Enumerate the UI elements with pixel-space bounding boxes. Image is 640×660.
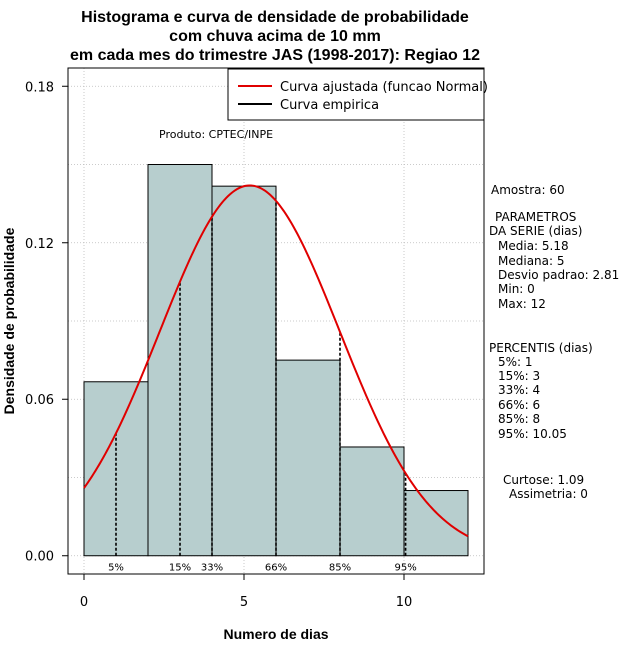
stat-p85: 85%: 8 xyxy=(498,412,540,426)
stat-p5: 5%: 1 xyxy=(498,355,533,369)
stat-percentis-title: PERCENTIS (dias) xyxy=(489,341,593,355)
y-tick-label-1: 0.06 xyxy=(25,393,54,408)
stat-p33: 33%: 4 xyxy=(498,383,540,397)
percentile-label-1: 15% xyxy=(169,563,191,574)
percentile-label-3: 66% xyxy=(265,563,287,574)
chart-title-line-1: Histograma e curva de densidade de proba… xyxy=(81,9,469,26)
axes: 0 5 10 0.00 0.06 0.12 0.18 xyxy=(25,80,412,610)
percentile-label-5: 95% xyxy=(394,563,416,574)
percentile-lines: 5% 15% 33% 66% 85% 95% xyxy=(108,200,417,574)
histogram-bar-4 xyxy=(339,446,405,557)
stat-curtose: Curtose: 1.09 xyxy=(503,473,584,487)
stat-desvio: Desvio padrao: 2.81 xyxy=(498,268,619,282)
stat-amostra: Amostra: 60 xyxy=(491,183,565,197)
chart-title-line-3: em cada mes do trimestre JAS (1998-2017)… xyxy=(70,47,480,64)
stats-panel: Amostra: 60 PARAMETROS DA SERIE (dias) M… xyxy=(489,183,619,501)
percentile-label-0: 5% xyxy=(108,563,124,574)
x-tick-label-0: 0 xyxy=(80,595,88,610)
stat-min: Min: 0 xyxy=(498,282,535,296)
legend-box xyxy=(227,68,485,121)
stat-mediana: Mediana: 5 xyxy=(498,254,565,268)
stat-p15: 15%: 3 xyxy=(498,369,540,383)
percentile-label-2: 33% xyxy=(201,563,223,574)
x-tick-label-1: 5 xyxy=(240,595,248,610)
chart-title-line-2: com chuva acima de 10 mm xyxy=(169,28,381,45)
x-tick-label-2: 10 xyxy=(396,595,413,610)
y-tick-label-0: 0.00 xyxy=(25,550,54,565)
histogram-bar-5 xyxy=(403,490,469,557)
legend-label-empirical: Curva empirica xyxy=(280,98,379,113)
histogram-bar-3 xyxy=(275,359,341,557)
product-annotation: Produto: CPTEC/INPE xyxy=(159,128,273,141)
stat-parametros-sub: DA SERIE (dias) xyxy=(489,224,582,238)
stat-assimetria: Assimetria: 0 xyxy=(509,487,588,501)
y-tick-label-2: 0.12 xyxy=(25,237,54,252)
normal-curve xyxy=(83,184,469,538)
x-axis-label: Numero de dias xyxy=(223,626,328,642)
legend: Curva ajustada (funcao Normal) Curva emp… xyxy=(227,68,488,121)
stat-p95: 95%: 10.05 xyxy=(498,427,567,441)
y-axis-label: Densidade de probabilidade xyxy=(1,227,17,414)
legend-label-fitted: Curva ajustada (funcao Normal) xyxy=(280,80,488,95)
stat-p66: 66%: 6 xyxy=(498,398,540,412)
stat-media: Media: 5.18 xyxy=(498,239,569,253)
stat-max: Max: 12 xyxy=(498,297,546,311)
plot-frame xyxy=(67,67,485,575)
stat-parametros-title: PARAMETROS xyxy=(495,210,576,224)
percentile-label-4: 85% xyxy=(329,563,351,574)
y-tick-label-3: 0.18 xyxy=(25,80,54,95)
histogram-bar-2 xyxy=(211,185,277,557)
